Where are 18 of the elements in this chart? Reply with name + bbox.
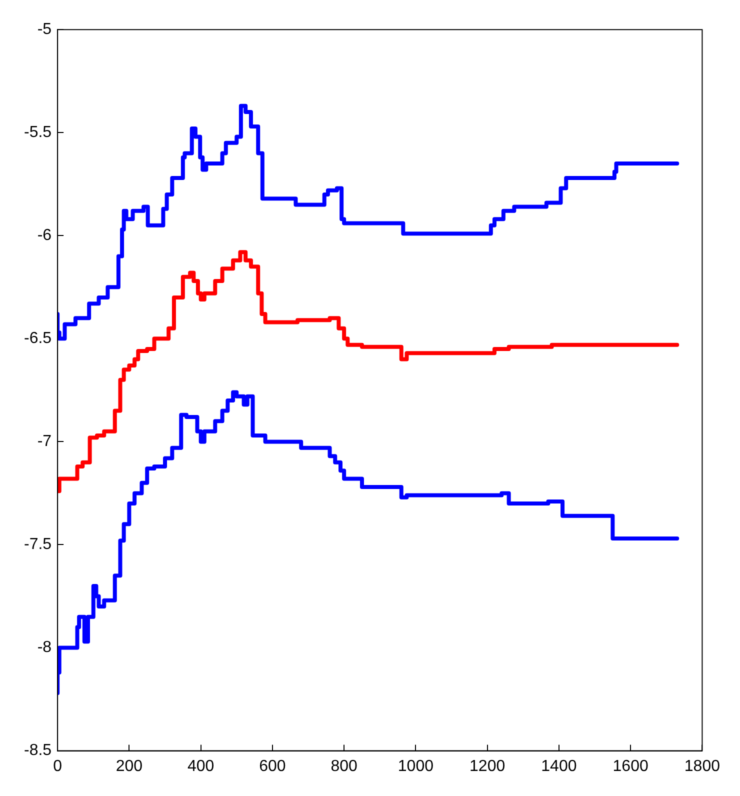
x-tick-label: 0 xyxy=(53,758,62,775)
y-tick-label: -8 xyxy=(37,639,52,656)
y-tick-label: -8.5 xyxy=(24,742,52,760)
x-tick-label: 600 xyxy=(259,758,286,775)
x-tick-label: 400 xyxy=(187,758,214,775)
x-tick-label: 1600 xyxy=(612,758,648,775)
y-tick-label: -5 xyxy=(37,21,52,38)
y-tick-label: -7 xyxy=(37,433,52,450)
y-tick-label: -5.5 xyxy=(24,124,52,142)
y-tick-label: -6 xyxy=(37,227,52,244)
y-tick-label: -7.5 xyxy=(24,536,52,554)
x-tick-label: 1400 xyxy=(541,758,577,775)
x-tick-label: 1800 xyxy=(684,758,720,775)
x-tick-label: 200 xyxy=(116,758,143,775)
x-tick-label: 1200 xyxy=(470,758,506,775)
y-tick-label: -6.5 xyxy=(24,330,52,348)
x-tick-label: 800 xyxy=(330,758,358,775)
x-tick-label: 1000 xyxy=(398,758,434,775)
